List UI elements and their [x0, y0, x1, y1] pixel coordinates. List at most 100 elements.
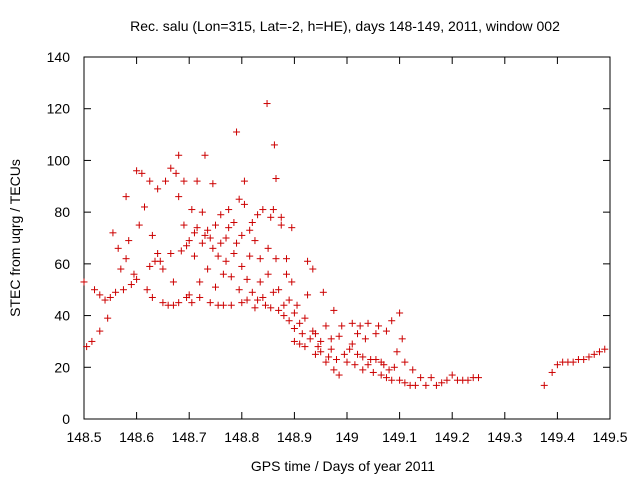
data-point	[275, 306, 283, 314]
data-point	[317, 348, 325, 356]
data-points	[80, 100, 609, 389]
data-point	[259, 206, 267, 214]
data-point	[540, 381, 548, 389]
data-point	[293, 301, 301, 309]
data-point	[106, 293, 114, 301]
data-point	[206, 299, 214, 307]
data-point	[422, 381, 430, 389]
data-point	[190, 229, 198, 237]
data-point	[301, 343, 309, 351]
data-point	[219, 301, 227, 309]
data-point	[188, 299, 196, 307]
data-point	[225, 206, 233, 214]
data-point	[193, 177, 201, 185]
data-point	[380, 361, 388, 369]
data-point	[409, 366, 417, 374]
y-tick-label: 100	[47, 152, 71, 168]
data-point	[217, 239, 225, 247]
data-point	[125, 237, 133, 245]
data-point	[193, 224, 201, 232]
data-point	[214, 252, 222, 260]
data-point	[201, 151, 209, 159]
data-point	[222, 234, 230, 242]
data-point	[388, 376, 396, 384]
data-point	[233, 239, 241, 247]
data-point	[267, 304, 275, 312]
data-point	[122, 193, 130, 201]
data-point	[396, 309, 404, 317]
data-point	[251, 237, 259, 245]
data-point	[311, 330, 319, 338]
data-point	[148, 293, 156, 301]
data-point	[417, 374, 425, 382]
data-point	[256, 278, 264, 286]
data-point	[264, 270, 272, 278]
data-point	[169, 301, 177, 309]
data-point	[246, 252, 254, 260]
data-point	[288, 224, 296, 232]
data-point	[396, 376, 404, 384]
data-point	[230, 250, 238, 258]
x-tick-label: 149.5	[592, 429, 627, 445]
data-point	[146, 177, 154, 185]
data-point	[243, 275, 251, 283]
data-point	[154, 185, 162, 193]
data-point	[372, 356, 380, 364]
data-point	[204, 265, 212, 273]
data-point	[319, 288, 327, 296]
data-point	[332, 356, 340, 364]
data-point	[248, 288, 256, 296]
data-point	[340, 350, 348, 358]
data-point	[372, 330, 380, 338]
y-tick-label: 80	[54, 204, 70, 220]
data-point	[327, 335, 335, 343]
data-point	[290, 325, 298, 332]
data-point	[359, 366, 367, 374]
data-point	[338, 322, 346, 330]
y-axis-label: STEC from uqrg / TECUs	[7, 159, 23, 317]
data-point	[183, 242, 191, 250]
data-point	[198, 208, 206, 216]
data-point	[261, 301, 269, 309]
data-point	[277, 221, 285, 229]
data-point	[167, 164, 175, 172]
data-point	[190, 252, 198, 260]
data-point	[133, 167, 141, 175]
data-point	[143, 286, 151, 294]
data-point	[272, 175, 280, 183]
x-tick-label: 149	[335, 429, 359, 445]
data-point	[159, 265, 167, 273]
data-point	[269, 288, 277, 296]
data-point	[222, 257, 230, 265]
data-point	[217, 211, 225, 219]
data-point	[393, 348, 401, 356]
data-point	[96, 291, 104, 299]
data-point	[356, 322, 364, 330]
data-point	[283, 270, 291, 278]
data-point	[288, 278, 296, 286]
x-tick-label: 148.5	[66, 429, 101, 445]
data-point	[351, 361, 359, 369]
data-point	[135, 221, 143, 229]
data-point	[269, 206, 277, 214]
data-point	[438, 379, 446, 387]
data-point	[275, 286, 283, 294]
data-point	[219, 270, 227, 278]
data-point	[585, 353, 593, 361]
data-point	[327, 345, 335, 353]
data-point	[227, 301, 235, 309]
x-tick-label: 149.3	[487, 429, 522, 445]
y-tick-label: 120	[47, 101, 71, 117]
data-point	[117, 265, 125, 273]
data-point	[148, 231, 156, 239]
data-point	[411, 381, 419, 389]
x-axis-label: GPS time / Days of year 2011	[251, 458, 435, 474]
data-point	[198, 239, 206, 247]
data-point	[112, 288, 120, 296]
data-point	[175, 151, 183, 159]
data-point	[361, 335, 369, 343]
x-tick-label: 148.9	[277, 429, 312, 445]
data-point	[238, 231, 246, 239]
data-point	[127, 281, 135, 289]
